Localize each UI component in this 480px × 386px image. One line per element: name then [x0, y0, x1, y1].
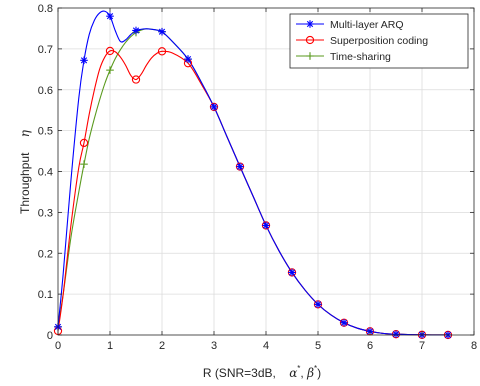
legend-label: Superposition coding — [330, 35, 428, 47]
data-point-circle — [131, 75, 141, 84]
y-axis-title-text: Throughput — [18, 152, 32, 214]
x-axis-symbol-paren: ) — [317, 366, 321, 380]
grid-lines — [58, 8, 474, 335]
y-tick-label: 0.4 — [38, 167, 53, 179]
legend-marker-plus — [306, 52, 314, 60]
legend-marker-star — [306, 20, 314, 28]
y-tick-label: 0.6 — [38, 85, 53, 97]
data-point-star — [288, 268, 296, 277]
x-tick-label: 8 — [471, 340, 477, 352]
y-tick-label: 0.7 — [38, 44, 53, 56]
x-axis-symbol-comma: , — [300, 366, 303, 380]
y-tick-label: 0 — [47, 330, 53, 342]
y-tick-label: 0.8 — [38, 3, 53, 15]
data-point-star — [236, 162, 244, 171]
y-tick-label: 0.2 — [38, 248, 53, 260]
x-tick-label: 4 — [263, 340, 269, 352]
legend-box — [289, 13, 469, 69]
data-point-circle — [105, 46, 115, 56]
x-axis-title-text: R (SNR=3dB, — [203, 366, 276, 380]
x-tick-label: 6 — [367, 340, 373, 352]
y-axis-title: Throughput η — [18, 129, 32, 214]
data-point-star — [158, 27, 166, 36]
legend-item: Superposition coding — [296, 35, 428, 47]
data-point-star — [210, 103, 218, 111]
data-point-star — [392, 330, 400, 338]
y-tick-label: 0.1 — [38, 289, 53, 301]
y-tick-label: 0.5 — [38, 126, 53, 138]
data-point-star — [340, 318, 348, 327]
data-point-star — [262, 221, 270, 230]
data-point-star — [80, 56, 88, 65]
legend-item: Multi-layer ARQ — [296, 19, 404, 31]
y-tick-label: 0.3 — [38, 207, 53, 219]
data-point-star — [106, 12, 114, 20]
data-point-circle — [157, 47, 167, 56]
legend: Multi-layer ARQ Superposition coding Time-… — [289, 13, 469, 69]
legend-label: Multi-layer ARQ — [330, 19, 404, 31]
x-tick-label: 7 — [419, 340, 425, 352]
x-axis-symbol-beta: β — [306, 366, 314, 380]
data-point-plus — [106, 66, 114, 74]
data-point-star — [184, 55, 192, 63]
x-tick-label: 1 — [107, 340, 113, 352]
data-point-plus — [80, 160, 88, 168]
x-axis-symbol-alpha-star: * — [297, 364, 300, 373]
x-tick-label: 3 — [211, 340, 217, 352]
y-axis-symbol-eta: η — [18, 129, 32, 137]
legend-label: Time-sharing — [330, 51, 391, 63]
x-axis-title: R (SNR=3dB, α*, β*) — [203, 364, 321, 380]
x-tick-label: 0 — [55, 340, 61, 352]
x-tick-label: 5 — [315, 340, 321, 352]
x-tick-label: 2 — [159, 340, 165, 352]
x-axis-symbol-alpha: α — [289, 366, 297, 380]
x-axis-symbol-beta-star: * — [314, 364, 317, 373]
legend-item: Time-sharing — [296, 51, 391, 63]
data-point-star — [132, 26, 140, 35]
axis-ticks: 0 1 2 3 4 5 6 7 8 0 0.1 0.2 0.3 0.4 0.5 0.6 0.7 0.8 — [38, 3, 477, 352]
data-point-circle — [79, 138, 89, 148]
legend-marker-circle — [305, 35, 315, 45]
data-point-star — [314, 300, 322, 309]
